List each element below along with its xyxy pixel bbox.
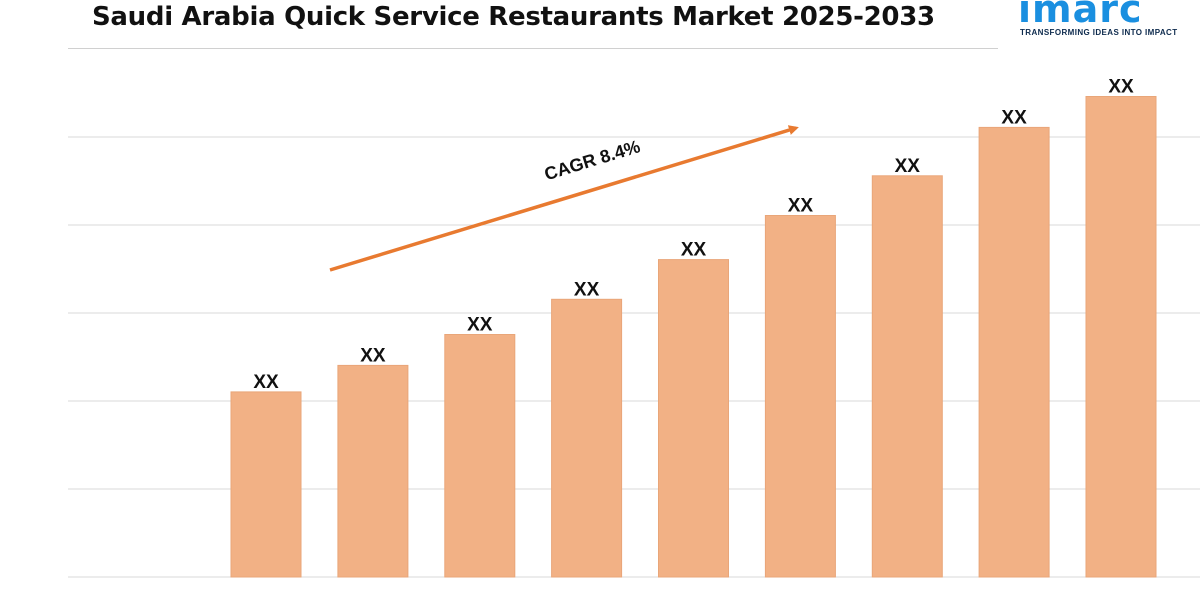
bar-9 [1085,96,1157,578]
bar-value-label-4: XX [574,279,600,300]
bar-3 [444,334,516,578]
bar-value-label-8: XX [1001,107,1027,128]
bar-2 [337,364,409,578]
title-divider [68,48,998,49]
cagr-annotation: CAGR 8.4% [329,125,799,272]
bars [230,96,1157,578]
bar-4 [551,298,623,578]
bar-value-label-9: XX [1108,77,1134,98]
imarc-logo: imarc TRANSFORMING IDEAS INTO IMPACT [1018,0,1180,40]
data-labels: XX XX XX XX XX XX XX XX XX [253,77,1134,393]
bar-value-label-7: XX [895,156,921,177]
bar-7 [871,175,943,578]
cagr-label: CAGR 8.4% [542,136,643,184]
bar-value-label-1: XX [253,372,279,393]
bar-8 [978,126,1050,578]
bar-value-label-5: XX [681,240,707,261]
bar-value-label-2: XX [360,345,386,366]
logo-wordmark: imarc [1018,0,1143,31]
bar-value-label-3: XX [467,315,493,336]
bar-1 [230,391,302,578]
bar-6 [764,215,836,578]
bar-value-label-6: XX [788,196,814,217]
chart-title: Saudi Arabia Quick Service Restaurants M… [92,2,935,32]
logo-tagline: TRANSFORMING IDEAS INTO IMPACT [1020,28,1178,37]
bar-5 [658,259,729,578]
cagr-trend-arrow [329,125,799,272]
